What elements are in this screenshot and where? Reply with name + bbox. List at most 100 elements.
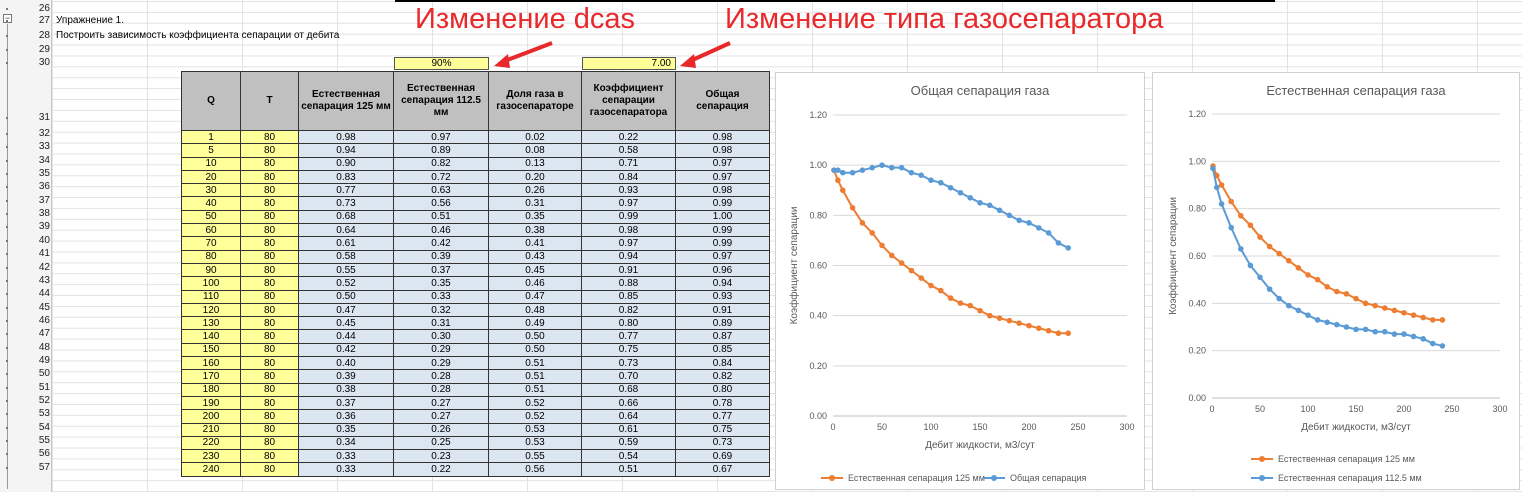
cell-gas-fraction[interactable]: 0.51 (488, 382, 582, 397)
cell-gas-fraction[interactable]: 0.49 (488, 316, 582, 331)
row-number[interactable]: 44 (38, 288, 50, 300)
cell-separator-coef[interactable]: 0.75 (581, 342, 676, 358)
cell-q[interactable]: 150 (181, 342, 241, 358)
cell-gas-fraction[interactable]: 0.20 (488, 169, 582, 185)
cell-t[interactable]: 80 (240, 249, 299, 264)
row-number[interactable]: 30 (38, 57, 50, 68)
cell-natural-125[interactable]: 0.55 (298, 262, 394, 278)
cell-gas-fraction[interactable]: 0.45 (488, 262, 582, 278)
row-number[interactable]: 28 (38, 30, 50, 41)
cell-separator-coef[interactable]: 0.99 (581, 209, 676, 225)
cell-natural-125[interactable]: 0.45 (298, 316, 394, 331)
cell-separator-coef[interactable]: 0.22 (581, 129, 676, 145)
cell-gas-fraction[interactable]: 0.13 (488, 156, 582, 171)
cell-separator-coef[interactable]: 0.61 (581, 422, 676, 437)
cell-q[interactable]: 50 (181, 209, 241, 225)
cell-gas-fraction[interactable]: 0.47 (488, 289, 582, 304)
cell-gas-fraction[interactable]: 0.35 (488, 209, 582, 225)
cell-natural-125[interactable]: 0.44 (298, 329, 394, 344)
row-number[interactable]: 26 (38, 3, 50, 14)
cell-total[interactable]: 0.93 (675, 289, 770, 304)
cell-gas-fraction[interactable]: 0.51 (488, 369, 582, 384)
cell-q[interactable]: 30 (181, 183, 241, 198)
cell-natural-125[interactable]: 0.36 (298, 409, 394, 424)
cell-t[interactable]: 80 (240, 462, 299, 477)
cell-natural-112[interactable]: 0.25 (393, 435, 489, 451)
cell-separator-coef[interactable]: 0.85 (581, 289, 676, 304)
cell-natural-112[interactable]: 0.29 (393, 342, 489, 358)
row-number[interactable]: 47 (38, 328, 50, 340)
cell-total[interactable]: 0.67 (675, 462, 770, 477)
cell-natural-125[interactable]: 0.34 (298, 435, 394, 451)
cell-natural-125[interactable]: 0.73 (298, 196, 394, 211)
cell-total[interactable]: 0.98 (675, 183, 770, 198)
cell-natural-112[interactable]: 0.28 (393, 369, 489, 384)
cell-separator-coef[interactable]: 0.59 (581, 435, 676, 451)
header-natural-sep-125[interactable]: Естественная сепарация 125 мм (298, 71, 394, 131)
row-number[interactable]: 57 (38, 461, 50, 473)
cell-natural-125[interactable]: 0.50 (298, 289, 394, 304)
cell-natural-112[interactable]: 0.42 (393, 236, 489, 251)
collapse-group-button[interactable]: − (3, 13, 12, 23)
cell-separator-coef[interactable]: 0.70 (581, 369, 676, 384)
row-number[interactable]: 55 (38, 435, 50, 447)
cell-total[interactable]: 0.82 (675, 369, 770, 384)
cell-q[interactable]: 190 (181, 395, 241, 411)
header-natural-sep-112[interactable]: Естественная сепарация 112.5 мм (393, 71, 489, 131)
cell-separator-coef[interactable]: 0.71 (581, 156, 676, 171)
cell-total[interactable]: 0.78 (675, 395, 770, 411)
row-number[interactable]: 50 (38, 368, 50, 380)
cell-separator-coef[interactable]: 0.64 (581, 409, 676, 424)
cell-natural-125[interactable]: 0.68 (298, 209, 394, 225)
cell-t[interactable]: 80 (240, 183, 299, 198)
cell-separator-coef[interactable]: 0.66 (581, 395, 676, 411)
cell-gas-fraction[interactable]: 0.38 (488, 223, 582, 238)
cell-natural-112[interactable]: 0.30 (393, 329, 489, 344)
cell-natural-125[interactable]: 0.94 (298, 143, 394, 158)
cell-gas-fraction[interactable]: 0.51 (488, 356, 582, 371)
cell-natural-112[interactable]: 0.89 (393, 143, 489, 158)
cell-t[interactable]: 80 (240, 209, 299, 225)
cell-separator-coef[interactable]: 0.84 (581, 169, 676, 185)
cell-natural-112[interactable]: 0.22 (393, 462, 489, 477)
cell-natural-112[interactable]: 0.27 (393, 409, 489, 424)
row-number[interactable]: 27 (38, 15, 50, 26)
cell-q[interactable]: 210 (181, 422, 241, 437)
cell-q[interactable]: 1 (181, 129, 241, 145)
cell-natural-125[interactable]: 0.64 (298, 223, 394, 238)
header-separator-coef[interactable]: Коэффициент сепарации газосепаратора (581, 71, 676, 131)
cell-t[interactable]: 80 (240, 382, 299, 397)
row-number[interactable]: 54 (38, 421, 50, 433)
cell-natural-125[interactable]: 0.47 (298, 302, 394, 318)
cell-t[interactable]: 80 (240, 422, 299, 437)
cell-natural-125[interactable]: 0.37 (298, 395, 394, 411)
cell-t[interactable]: 80 (240, 196, 299, 211)
row-number[interactable]: 52 (38, 395, 50, 406)
cell-gas-fraction[interactable]: 0.46 (488, 276, 582, 291)
cell-t[interactable]: 80 (240, 329, 299, 344)
cell-t[interactable]: 80 (240, 276, 299, 291)
cell-natural-112[interactable]: 0.82 (393, 156, 489, 171)
cell-total[interactable]: 0.97 (675, 249, 770, 264)
cell-gas-fraction[interactable]: 0.26 (488, 183, 582, 198)
cell-t[interactable]: 80 (240, 223, 299, 238)
cell-total[interactable]: 0.94 (675, 276, 770, 291)
cell-natural-112[interactable]: 0.63 (393, 183, 489, 198)
cell-separator-coef[interactable]: 0.94 (581, 249, 676, 264)
cell-natural-125[interactable]: 0.33 (298, 462, 394, 477)
cell-q[interactable]: 170 (181, 369, 241, 384)
cell-t[interactable]: 80 (240, 129, 299, 145)
row-number[interactable]: 35 (38, 168, 50, 180)
cell-total[interactable]: 0.98 (675, 143, 770, 158)
cell-t[interactable]: 80 (240, 302, 299, 318)
cell-q[interactable]: 240 (181, 462, 241, 477)
row-number[interactable]: 56 (38, 448, 50, 460)
cell-total[interactable]: 0.77 (675, 409, 770, 424)
row-number[interactable]: 39 (38, 221, 50, 233)
row-number[interactable]: 51 (38, 381, 50, 393)
cell-gas-fraction[interactable]: 0.48 (488, 302, 582, 318)
cell-natural-112[interactable]: 0.32 (393, 302, 489, 318)
row-number[interactable]: 32 (38, 128, 50, 139)
cell-total[interactable]: 0.96 (675, 262, 770, 278)
separator-input-cell[interactable]: 7.00 (582, 57, 676, 70)
